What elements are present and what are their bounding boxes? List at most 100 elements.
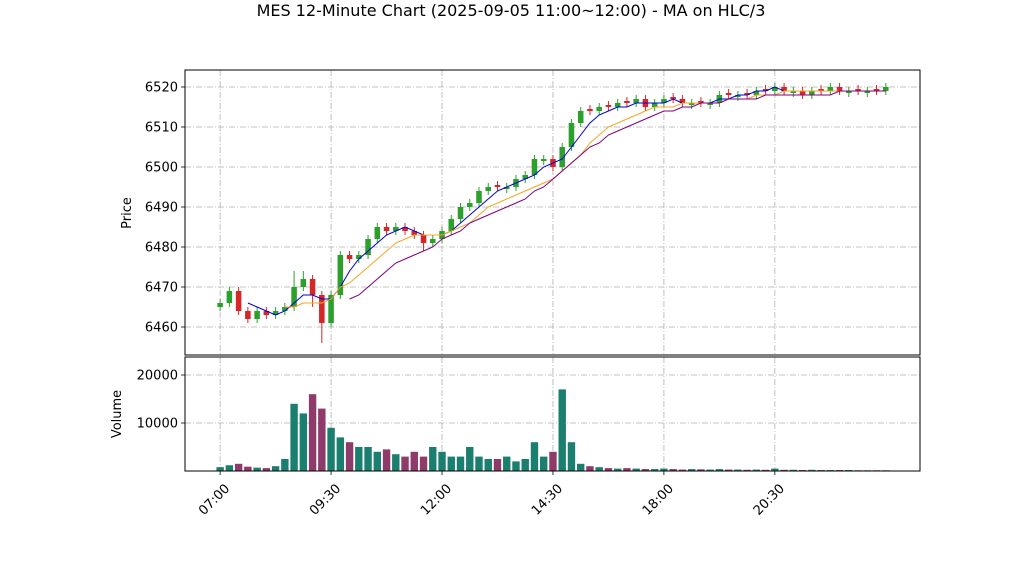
volume-bar <box>308 394 317 471</box>
volume-bar <box>604 468 613 471</box>
candle-body <box>772 87 778 91</box>
candle-body <box>827 87 834 91</box>
volume-bar <box>567 442 576 471</box>
volume-bar <box>789 469 798 471</box>
x-tick-label: 14:30 <box>529 481 566 518</box>
candle-body <box>707 103 713 105</box>
volume-bar <box>595 467 603 471</box>
candle-body <box>245 311 251 319</box>
volume-bar <box>419 456 428 471</box>
volume-bar <box>281 459 289 471</box>
volume-bar <box>262 468 271 471</box>
x-tick-label: 20:30 <box>751 481 788 518</box>
volume-bar <box>456 456 465 471</box>
candle-body <box>393 227 399 231</box>
y-tick-label: 10000 <box>137 417 178 432</box>
volume-bar <box>392 454 400 471</box>
volume-bar <box>466 447 474 471</box>
x-tick-label: 12:00 <box>418 481 455 518</box>
volume-bar <box>660 468 668 471</box>
volume-bar <box>355 447 363 471</box>
candle-body <box>781 87 787 91</box>
candle-body <box>688 103 695 105</box>
volume-bar <box>678 469 687 471</box>
candle-body <box>337 255 344 295</box>
ma-line <box>349 90 886 300</box>
volume-bar <box>641 469 650 471</box>
volume-bar <box>429 447 437 471</box>
candle-body <box>494 185 501 187</box>
volume-bar <box>761 469 770 471</box>
candle-body <box>698 101 704 103</box>
volume-bar <box>808 469 816 471</box>
candle-body <box>457 207 464 219</box>
volume-bar <box>318 408 326 471</box>
candle-body <box>226 291 233 303</box>
y-tick-label: 20000 <box>137 369 178 384</box>
candle-body <box>725 93 732 95</box>
volume-bar <box>549 451 557 471</box>
candle-body <box>430 239 436 243</box>
volume-bar <box>558 389 566 471</box>
x-tick-label: 18:00 <box>640 481 677 518</box>
candle-body <box>402 227 408 231</box>
volume-bar <box>345 442 354 471</box>
volume-bar <box>650 469 659 471</box>
volume-bar <box>706 469 714 471</box>
candle-body <box>263 311 270 315</box>
volume-bar <box>493 459 502 471</box>
candle-body <box>254 311 260 319</box>
volume-bar <box>410 451 418 471</box>
candle-body <box>661 99 667 103</box>
volume-bar <box>271 466 280 471</box>
candle-body <box>485 187 492 191</box>
candle-body <box>346 255 353 259</box>
candle-body <box>670 97 676 99</box>
candle-body <box>476 191 482 203</box>
candle-body <box>356 255 362 259</box>
plot-frame <box>184 356 921 472</box>
volume-bar <box>253 467 261 471</box>
volume-bar <box>521 459 529 471</box>
y-tick-label: 6500 <box>145 161 178 176</box>
y-tick-label: 6520 <box>145 81 178 96</box>
volume-bar <box>234 463 243 471</box>
candle-body <box>577 111 584 123</box>
volume-bar <box>669 469 677 471</box>
candle-body <box>235 291 242 311</box>
candle-body <box>282 307 288 311</box>
x-tick-label: 07:00 <box>196 481 233 518</box>
volume-bar <box>382 449 391 471</box>
candle-body <box>466 203 473 207</box>
candle-body <box>753 91 760 95</box>
candle-body <box>873 89 880 91</box>
candle-body <box>799 91 806 95</box>
volume-bar <box>530 442 539 471</box>
volume-bar <box>771 468 779 471</box>
y-tick-label: 6470 <box>145 281 178 296</box>
candle-body <box>383 227 390 231</box>
volume-bar <box>484 459 492 471</box>
ma-line <box>284 90 886 308</box>
volume-bar <box>613 468 622 471</box>
candle-body <box>217 303 223 307</box>
candle-body <box>309 279 316 295</box>
volume-bar <box>225 465 234 471</box>
volume-bar <box>586 466 594 471</box>
y-tick-label: 6480 <box>145 241 178 256</box>
volume-bar <box>327 427 335 471</box>
candle-body <box>531 159 538 175</box>
candle-body <box>448 219 455 231</box>
y-tick-label: 6510 <box>145 121 178 136</box>
volume-bar <box>503 456 511 471</box>
volume-bar <box>512 461 520 471</box>
candle-body <box>568 123 575 147</box>
ma-line <box>247 86 886 316</box>
candle-body <box>846 91 852 93</box>
candle-body <box>614 103 621 107</box>
candle-body <box>559 147 565 167</box>
candle-body <box>883 87 889 91</box>
candle-body <box>836 87 843 91</box>
candle-body <box>328 295 334 323</box>
